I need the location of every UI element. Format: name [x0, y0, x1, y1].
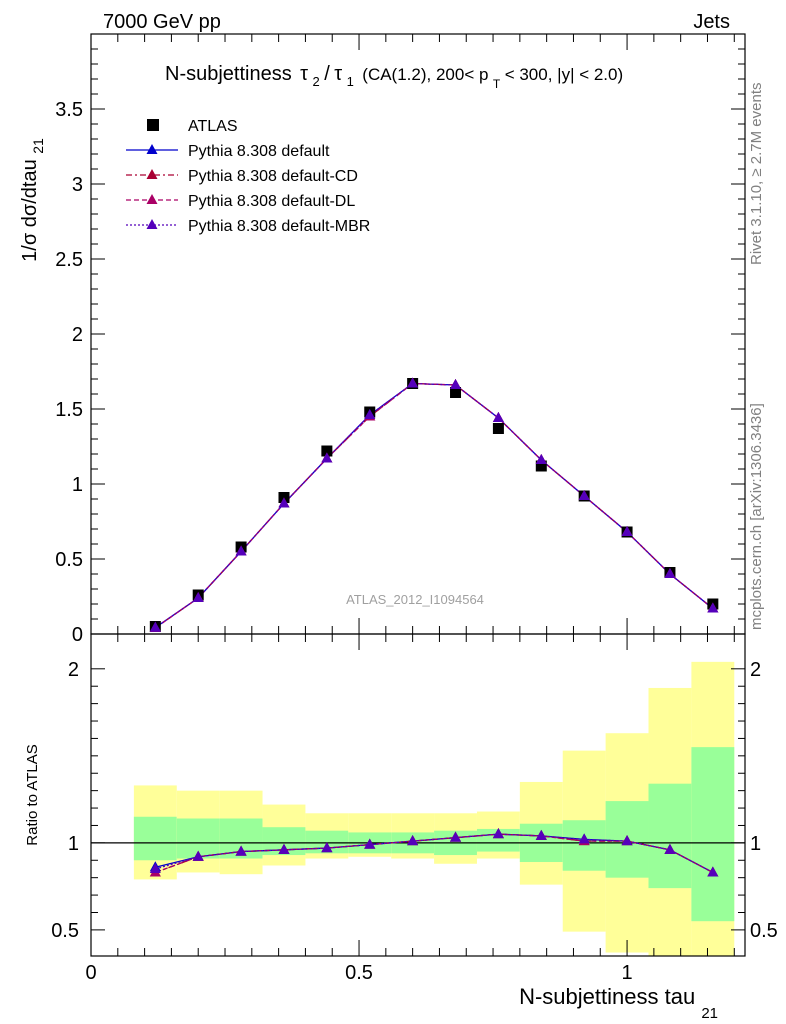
main-point-4-6 — [407, 377, 419, 388]
ratio-ytick-label: 1 — [68, 833, 79, 855]
ratio-point-3-0 — [149, 862, 161, 873]
x-tick-label: 0.5 — [345, 962, 373, 984]
ratio-point-3-3 — [278, 843, 290, 854]
main-point-4-13 — [707, 602, 719, 613]
analysis-watermark: ATLAS_2012_I1094564 — [346, 592, 484, 607]
ratio-point-3-6 — [407, 835, 419, 846]
main-ylabel: 1/σ dσ/dtau 21 — [19, 138, 46, 262]
process-label: Jets — [693, 11, 730, 33]
legend-label-4: Pythia 8.308 default-MBR — [188, 218, 370, 235]
main-point-0-7 — [450, 387, 462, 398]
rivet-label: Rivet 3.1.10, ≥ 2.7M events — [748, 83, 765, 266]
x-tick-label: 1 — [622, 962, 633, 984]
x-tick-label: 0 — [85, 962, 96, 984]
title-tau2: τ — [300, 63, 308, 85]
legend: ATLAS Pythia 8.308 default Pythia 8.308 de… — [126, 118, 370, 235]
ratio-point-3-7 — [450, 831, 462, 842]
ratio-ytick-label-right: 2 — [750, 659, 761, 681]
main-point-4-2 — [235, 545, 247, 556]
title-slash: / — [324, 63, 330, 85]
main-series-line-1 — [154, 382, 714, 629]
main-ytick-label: 1.5 — [55, 399, 83, 421]
main-point-4-4 — [321, 452, 333, 463]
ratio-point-3-2 — [235, 845, 247, 856]
ratio-point-3-8 — [492, 828, 504, 839]
main-ytick-label: 2.5 — [55, 249, 83, 271]
legend-marker-1 — [146, 144, 158, 154]
legend-label-0: ATLAS — [188, 118, 238, 135]
title-tau2-sub: 2 — [313, 74, 320, 89]
main-ytick-label: 2 — [72, 324, 83, 346]
main-point-4-11 — [621, 526, 633, 536]
ratio-point-3-4 — [321, 842, 333, 853]
main-ytick-label: 3 — [72, 174, 83, 196]
legend-marker-2 — [146, 169, 158, 179]
ratio-series-line-3 — [155, 833, 714, 874]
legend-marker-4 — [146, 219, 158, 229]
main-point-4-1 — [192, 592, 204, 602]
ratio-band-inner-10 — [562, 820, 606, 871]
ratio-ytick-label-right: 1 — [750, 833, 761, 855]
main-point-0-9 — [535, 460, 547, 472]
ratio-point-3-10 — [578, 833, 590, 844]
energy-label: 7000 GeV pp — [103, 11, 221, 33]
title-cuts-sub: T — [493, 77, 501, 91]
legend-marker-3 — [146, 194, 158, 204]
title-tau1: τ — [334, 63, 342, 85]
main-panel — [149, 377, 719, 632]
ratio-point-3-13 — [707, 866, 719, 877]
ratio-frame: 0.5 0.5 1 1 2 2 0 0.5 1 — [51, 633, 778, 984]
ratio-axes-box — [90, 633, 746, 957]
main-point-4-7 — [450, 379, 462, 389]
ratio-lines — [91, 828, 745, 877]
mcplots-label: mcplots.cern.ch [arXiv:1306.3436] — [748, 403, 765, 630]
legend-label-2: Pythia 8.308 default-CD — [188, 168, 358, 185]
chart-title: N-subjettiness τ 2 / τ 1 (CA(1.2), 200< … — [165, 63, 623, 92]
legend-label-3: Pythia 8.308 default-DL — [188, 193, 355, 210]
main-ylabel-sub: 21 — [30, 138, 46, 154]
ratio-point-3-12 — [664, 843, 676, 854]
title-cuts-a: (CA(1.2), 200< p — [362, 65, 488, 84]
main-ytick-label: 3.5 — [55, 99, 83, 121]
title-tau1-sub: 1 — [347, 74, 354, 89]
ratio-ytick-label: 2 — [68, 659, 79, 681]
ratio-point-3-5 — [364, 838, 376, 849]
main-series-line-2 — [154, 382, 714, 629]
ratio-point-3-11 — [621, 835, 633, 846]
main-point-4-5 — [364, 409, 376, 419]
main-ytick-label: 0.5 — [55, 549, 83, 571]
main-point-4-12 — [664, 568, 676, 578]
legend-marker-0 — [147, 119, 159, 131]
main-point-0-4 — [321, 445, 333, 457]
title-prefix: N-subjettiness — [165, 63, 292, 85]
title-cuts-b: < 300, |y| < 2.0) — [505, 65, 623, 84]
ratio-ytick-label: 0.5 — [51, 920, 79, 942]
legend-label-1: Pythia 8.308 default — [188, 143, 330, 160]
main-point-4-3 — [278, 497, 290, 508]
main-ytick-label: 0 — [72, 624, 83, 646]
main-point-4-10 — [578, 490, 590, 500]
main-series-line-4 — [154, 382, 714, 629]
x-axis-label: N-subjettiness tau 21 — [519, 984, 718, 1022]
x-axis-label-text: N-subjettiness tau — [519, 984, 695, 1009]
ratio-ylabel: Ratio to ATLAS — [24, 744, 41, 845]
ratio-ytick-label-right: 0.5 — [750, 920, 778, 942]
main-point-4-9 — [535, 454, 547, 464]
main-point-4-8 — [492, 412, 504, 422]
ratio-point-3-9 — [535, 829, 547, 840]
main-ytick-label: 1 — [72, 474, 83, 496]
ratio-band-inner-0 — [133, 816, 177, 861]
x-axis-label-sub: 21 — [701, 1005, 718, 1022]
ratio-point-3-1 — [192, 850, 204, 861]
main-ylabel-text: 1/σ dσ/dtau — [19, 159, 41, 262]
main-point-0-8 — [492, 423, 504, 434]
ratio-band-inner-13 — [691, 747, 735, 922]
ratio-band-inner-12 — [648, 783, 692, 889]
ratio-bands — [133, 661, 735, 956]
main-point-4-0 — [149, 621, 161, 632]
